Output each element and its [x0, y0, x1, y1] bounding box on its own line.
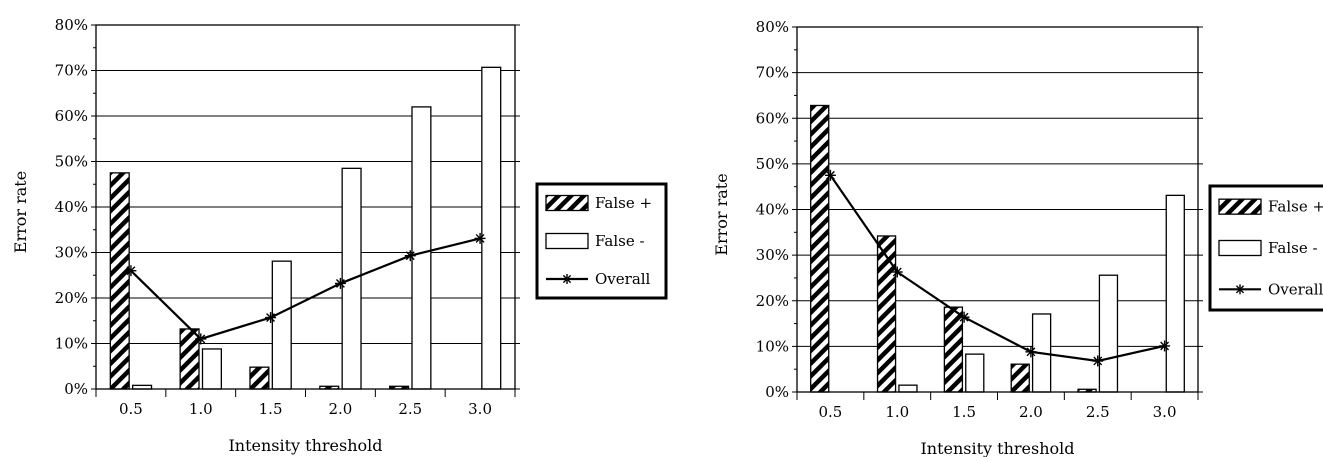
x-tick-label: 0.5 — [818, 403, 842, 421]
bar-false-negative — [898, 384, 918, 393]
x-tick-label: 2.5 — [1086, 403, 1110, 421]
x-tick-label: 1.0 — [189, 400, 213, 418]
overall-point — [404, 250, 416, 262]
legend-swatch-false-positive — [1218, 198, 1262, 215]
bar-false-negative — [201, 348, 223, 390]
bar-false-positive — [249, 366, 270, 390]
overall-point — [474, 232, 486, 244]
overall-point — [1025, 346, 1037, 358]
bar-false-positive — [179, 328, 200, 390]
overall-point — [1092, 355, 1104, 367]
x-tick-label: 1.0 — [885, 403, 909, 421]
legend: False + False - Overall — [535, 182, 668, 300]
overall-line — [829, 174, 1165, 363]
legend-label-0: False + — [595, 194, 652, 212]
x-tick-label: 2.0 — [328, 400, 352, 418]
legend-swatch-false-positive — [545, 194, 589, 212]
bar-false-positive — [943, 306, 964, 393]
y-tick-label: 60% — [756, 109, 789, 127]
overall-point — [1159, 340, 1171, 352]
legend-label-0: False + — [1268, 198, 1323, 216]
bar-false-positive — [109, 172, 130, 390]
x-tick-label: 3.0 — [1153, 403, 1177, 421]
overall-point — [891, 266, 903, 278]
overall-line — [130, 237, 481, 341]
x-axis-title: Intensity threshold — [228, 436, 382, 455]
x-tick-label: 2.5 — [398, 400, 422, 418]
y-tick-label: 50% — [55, 153, 88, 171]
y-tick-label: 0% — [765, 383, 789, 401]
bar-false-negative — [481, 66, 502, 390]
y-tick-label: 30% — [756, 246, 789, 264]
y-tick-label: 80% — [756, 18, 789, 36]
y-tick-label: 60% — [55, 107, 88, 125]
legend-label-2: Overall — [595, 270, 651, 288]
y-tick-label: 40% — [756, 201, 789, 219]
x-tick-label: 1.5 — [952, 403, 976, 421]
y-tick-label: 0% — [64, 380, 88, 398]
y-tick-label: 10% — [55, 335, 88, 353]
bar-false-negative — [411, 106, 432, 390]
legend-label-2: Overall — [1268, 280, 1323, 298]
y-tick-label: 80% — [55, 16, 88, 34]
legend-marker — [562, 274, 572, 284]
y-axis-title: Error rate — [11, 171, 30, 253]
overall-point — [824, 169, 836, 181]
bar-false-negative — [1098, 274, 1119, 393]
y-tick-label: 20% — [756, 292, 789, 310]
y-axis-title: Error rate — [712, 173, 731, 255]
overall-point — [958, 311, 970, 323]
y-tick-label: 20% — [55, 289, 88, 307]
x-tick-label: 2.0 — [1019, 403, 1043, 421]
legend-marker — [1235, 285, 1245, 294]
x-axis-title: Intensity threshold — [920, 439, 1074, 457]
chart-1: 0% 10% 20% 30% 40% 50% 60% 70% 80% 0.5 1.0 1.5 2.0 2.… — [11, 16, 668, 455]
x-tick-label: 0.5 — [119, 400, 143, 418]
overall-point — [125, 265, 137, 277]
bar-false-positive — [1010, 363, 1030, 393]
bar-false-positive — [876, 235, 897, 393]
overall-point — [265, 312, 277, 324]
x-tick-label: 1.5 — [259, 400, 283, 418]
legend-swatch-false-negative — [545, 232, 589, 250]
y-tick-label: 10% — [756, 337, 789, 355]
y-tick-label: 40% — [55, 198, 88, 216]
overall-point — [195, 333, 207, 345]
legend-label-1: False - — [1268, 239, 1318, 257]
bar-false-negative — [271, 260, 292, 390]
y-tick-label: 70% — [756, 64, 789, 82]
bar-false-positive — [810, 104, 830, 393]
overall-point — [334, 277, 346, 289]
legend: False + False - Overall — [1208, 184, 1323, 312]
y-tick-label: 70% — [55, 62, 88, 80]
x-tick-label: 3.0 — [468, 400, 492, 418]
y-tick-label: 30% — [55, 244, 88, 262]
chart-2: 0% 10% 20% 30% 40% 50% 60% 70% 80% 0.5 1.0 1.5 2.0 2.… — [712, 18, 1323, 457]
bar-false-negative — [965, 353, 985, 393]
bar-false-negative — [1165, 194, 1185, 393]
legend-swatch-false-negative — [1218, 239, 1262, 257]
y-tick-label: 50% — [756, 155, 789, 173]
legend-label-1: False - — [595, 232, 645, 250]
